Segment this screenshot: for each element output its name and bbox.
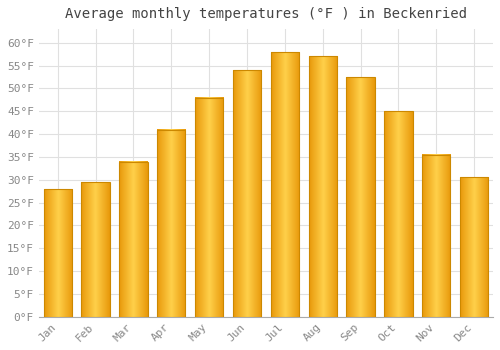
Bar <box>422 155 450 317</box>
Bar <box>82 182 110 317</box>
Title: Average monthly temperatures (°F ) in Beckenried: Average monthly temperatures (°F ) in Be… <box>65 7 467 21</box>
Bar <box>308 56 337 317</box>
Bar <box>384 111 412 317</box>
Bar <box>195 98 224 317</box>
Bar <box>44 189 72 317</box>
Bar <box>270 52 299 317</box>
Bar <box>460 177 488 317</box>
Bar <box>233 70 261 317</box>
Bar <box>346 77 375 317</box>
Bar <box>119 161 148 317</box>
Bar <box>157 130 186 317</box>
